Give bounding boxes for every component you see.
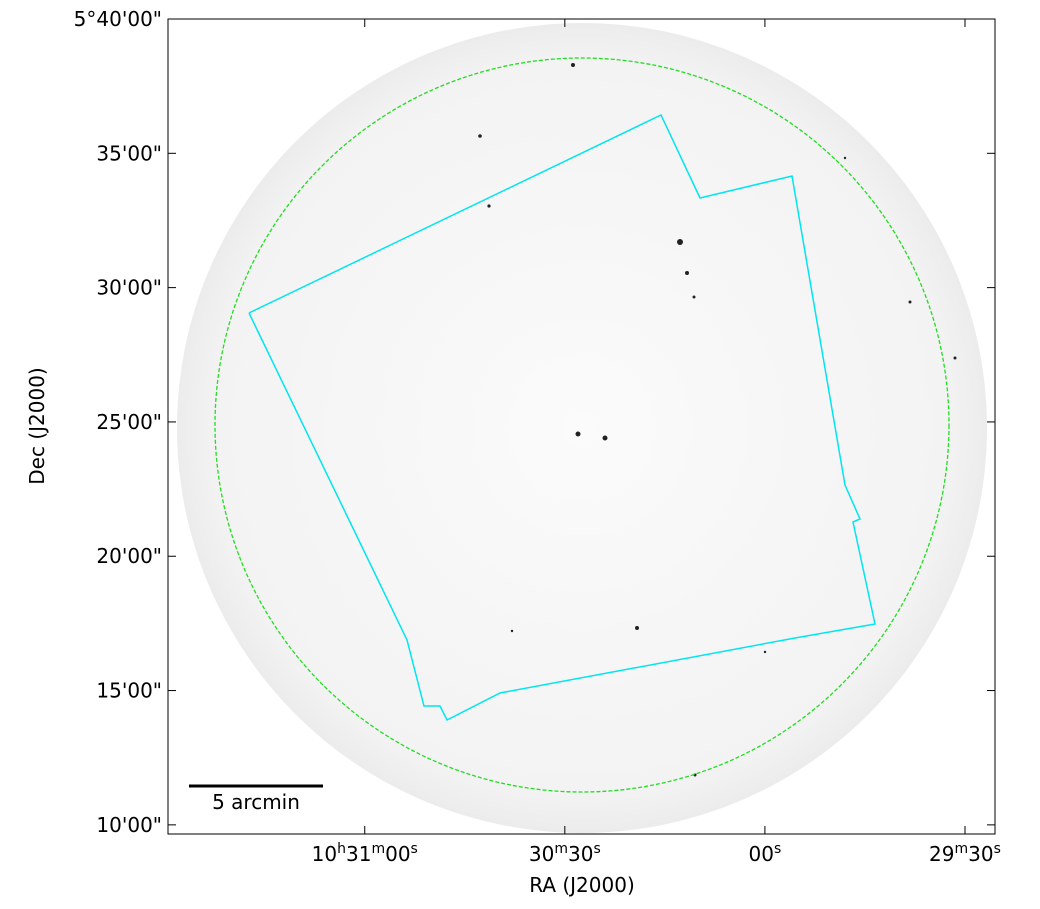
y-tick-label: 35'00" [96,141,162,165]
y-tick-label: 10'00" [96,813,162,837]
y-tick-label: 25'00" [96,410,162,434]
x-tick-label: 00s [749,841,782,866]
plot-frame [167,18,996,835]
x-tick-label: 10h31m00s [312,841,418,866]
image-field [177,23,987,833]
y-tick-label: 30'00" [96,276,162,300]
fov-circle [214,57,950,793]
y-tick-label: 5°40'00" [74,7,162,31]
sources [478,63,957,777]
scalebar-label: 5 arcmin [212,790,300,814]
y-axis-label: Dec (J2000) [25,367,49,484]
y-tick-label: 15'00" [96,679,162,703]
footprint [248,113,876,722]
x-tick-label: 29m30s [929,841,1001,866]
x-axis-label: RA (J2000) [529,873,635,897]
y-tick-label: 20'00" [96,544,162,568]
x-tick-label: 30m30s [529,841,601,866]
